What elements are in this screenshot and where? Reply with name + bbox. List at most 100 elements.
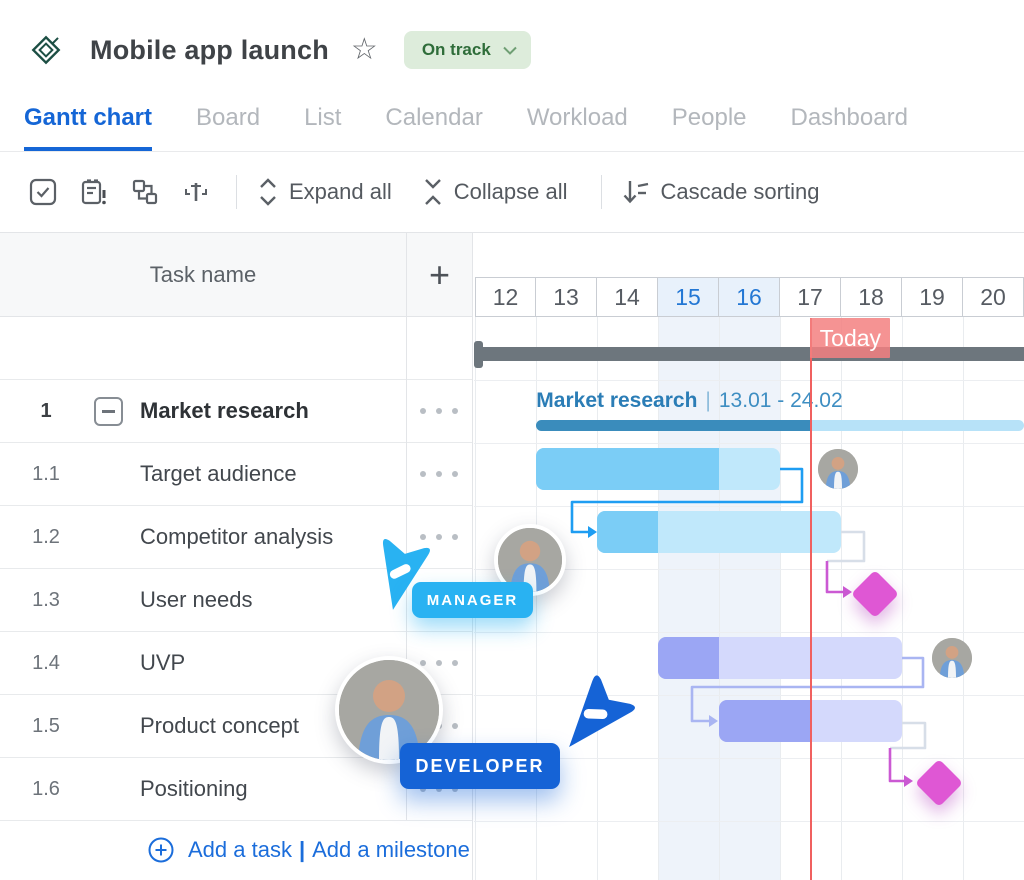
collapse-icon xyxy=(424,179,441,205)
row-gridline xyxy=(474,443,1024,444)
developer-cursor-icon xyxy=(569,675,635,748)
tab-dashboard[interactable]: Dashboard xyxy=(790,104,908,131)
task-menu-button[interactable] xyxy=(420,786,458,792)
collapse-task-button[interactable] xyxy=(94,397,123,426)
task-row-1.4[interactable]: 1.4 UVP xyxy=(0,632,473,695)
day-header-19[interactable]: 19 xyxy=(901,277,963,317)
task-menu-button[interactable] xyxy=(420,408,458,414)
day-gridline xyxy=(536,317,537,880)
task-progress xyxy=(597,511,659,553)
expand-all-label: Expand all xyxy=(289,179,392,204)
day-header-17[interactable]: 17 xyxy=(779,277,841,317)
task-name: UVP xyxy=(140,650,186,675)
tab-board[interactable]: Board xyxy=(196,104,261,131)
day-header-15[interactable]: 15 xyxy=(657,277,719,317)
row-gridline xyxy=(474,821,1024,822)
task-wbs: 1.2 xyxy=(32,525,60,548)
milestone-diamond-2[interactable] xyxy=(914,758,963,808)
project-range-bar[interactable] xyxy=(478,347,1024,361)
status-badge[interactable]: On track xyxy=(403,31,531,69)
day-gridline xyxy=(841,317,842,880)
task-row-1.3[interactable]: 1.3 User needs xyxy=(0,569,473,632)
task-wbs: 1.3 xyxy=(32,588,60,611)
task-wbs: 1.4 xyxy=(32,651,60,674)
column-width-icon[interactable] xyxy=(181,177,211,207)
summary-progress xyxy=(536,420,811,431)
add-column-button[interactable]: + xyxy=(428,254,451,295)
milestone-diamond-1[interactable] xyxy=(850,569,899,619)
day-gridline xyxy=(780,317,781,880)
manager-chip: MANAGER xyxy=(412,582,533,618)
tab-list[interactable]: List xyxy=(304,104,342,131)
grid-footer: Add a task | Add a milestone xyxy=(0,820,473,880)
task-bar-target-audience[interactable] xyxy=(536,448,780,490)
task-row-1.2[interactable]: 1.2 Competitor analysis xyxy=(0,506,473,569)
project-title: Mobile app launch xyxy=(90,34,329,65)
task-menu-button[interactable] xyxy=(420,471,458,477)
assignee-avatar-2[interactable] xyxy=(932,638,973,678)
task-name: Positioning xyxy=(140,776,248,801)
task-wbs: 1.5 xyxy=(32,714,60,737)
collapse-all-button[interactable]: Collapse all xyxy=(422,177,568,207)
tab-gantt-chart[interactable]: Gantt chart xyxy=(24,104,153,151)
today-marker: Today xyxy=(810,318,891,358)
task-alert-icon[interactable] xyxy=(79,177,109,207)
day-header-18[interactable]: 18 xyxy=(840,277,902,317)
day-header-16[interactable]: 16 xyxy=(718,277,780,317)
toolbar-divider xyxy=(236,175,237,209)
task-row-1.1[interactable]: 1.1 Target audience xyxy=(0,443,473,506)
day-gridline xyxy=(902,317,903,880)
assignee-avatar-1[interactable] xyxy=(817,449,858,489)
manager-avatar[interactable] xyxy=(494,524,566,596)
day-header-13[interactable]: 13 xyxy=(535,277,597,317)
grid-header: Task name + xyxy=(0,233,473,317)
weekend-highlight xyxy=(658,317,780,880)
summary-bar-label: Market research | 13.01 - 24.02 xyxy=(536,389,842,413)
grid-column-divider xyxy=(406,233,407,820)
summary-task-name: Market research xyxy=(536,389,698,412)
header: Mobile app launch ☆ On track xyxy=(0,0,1024,100)
manager-chip-label: MANAGER xyxy=(426,591,519,609)
app-logo-icon xyxy=(31,35,61,65)
favorite-star-icon[interactable]: ☆ xyxy=(350,33,378,66)
task-menu-button[interactable] xyxy=(420,534,458,540)
collapse-all-label: Collapse all xyxy=(453,179,568,204)
dependency-arrow-icon xyxy=(904,775,913,787)
summary-bar[interactable] xyxy=(536,420,1024,431)
task-menu-button[interactable] xyxy=(420,660,458,666)
dependency-arrow-icon xyxy=(843,586,852,598)
today-line xyxy=(810,318,813,880)
summary-separator: | xyxy=(705,389,711,412)
task-name: User needs xyxy=(140,587,253,612)
add-task-link[interactable]: Add a task xyxy=(188,837,292,862)
hierarchy-icon[interactable] xyxy=(130,177,160,207)
task-row-1[interactable]: 1 Market research xyxy=(0,380,473,443)
grid-chart-divider xyxy=(472,233,473,880)
tab-calendar[interactable]: Calendar xyxy=(385,104,483,131)
cascade-sorting-button[interactable]: Cascade sorting xyxy=(622,177,819,207)
row-gridline xyxy=(474,569,1024,570)
task-bar-uvp[interactable] xyxy=(658,637,902,679)
checkbox-icon[interactable] xyxy=(28,177,58,207)
task-progress xyxy=(658,637,719,679)
task-bar-competitor-analysis[interactable] xyxy=(597,511,841,553)
day-header-20[interactable]: 20 xyxy=(962,277,1024,317)
grid-spacer-row xyxy=(0,317,473,380)
task-row-1.6[interactable]: 1.6 Positioning xyxy=(0,758,473,821)
gantt-toolbar: Expand all Collapse all Cascade sorting xyxy=(0,152,1024,233)
day-header-14[interactable]: 14 xyxy=(596,277,658,317)
dependency-arrow-icon xyxy=(588,526,597,538)
tab-people[interactable]: People xyxy=(671,104,747,131)
day-header-12[interactable]: 12 xyxy=(475,277,536,317)
developer-chip-label: DEVELOPER xyxy=(415,755,545,776)
day-gridline xyxy=(719,317,720,880)
day-gridline xyxy=(658,317,659,880)
add-milestone-link[interactable]: Add a milestone xyxy=(312,837,470,862)
expand-icon xyxy=(260,178,276,206)
tab-workload[interactable]: Workload xyxy=(526,104,628,131)
task-name: Competitor analysis xyxy=(140,524,334,549)
expand-all-button[interactable]: Expand all xyxy=(257,177,392,207)
day-gridline xyxy=(597,317,598,880)
add-circle-icon[interactable] xyxy=(148,837,174,863)
